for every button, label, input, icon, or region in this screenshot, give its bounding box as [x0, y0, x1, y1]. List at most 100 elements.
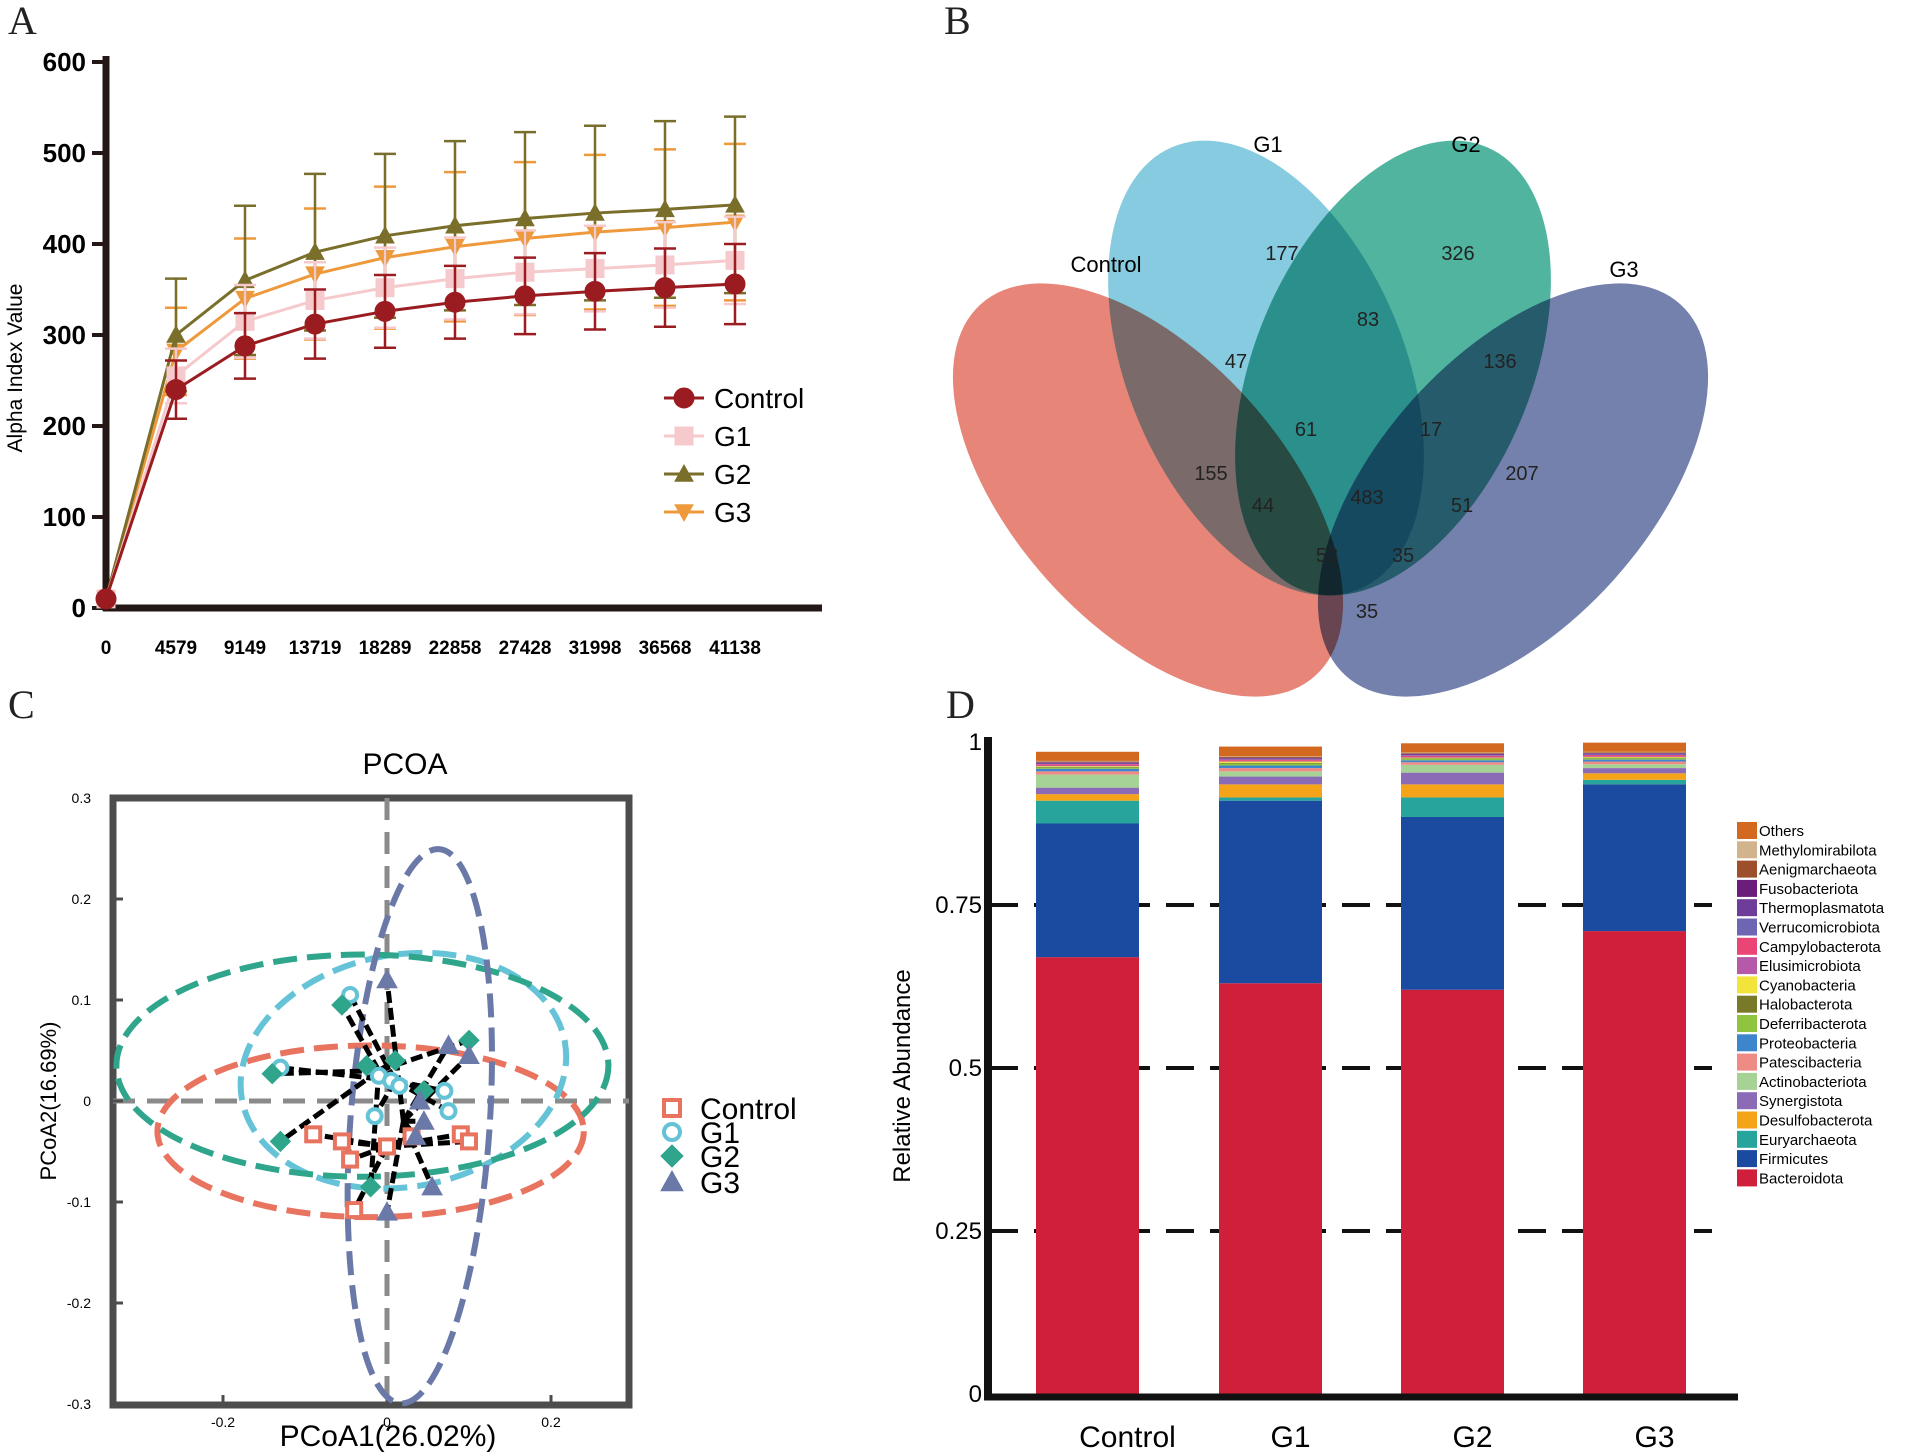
bar-segment-elusimicrobiota: [1583, 756, 1686, 757]
legend-swatch: [1737, 937, 1757, 955]
data-point: [421, 1175, 443, 1196]
data-point: [304, 313, 326, 335]
x-tick-label: Control: [1079, 1421, 1176, 1454]
bar-segment-others: [1219, 746, 1322, 757]
venn-diagram: Control G1 G2 G3 177 326 83 47 136 61 17 155 207 483 4…: [952, 132, 1709, 697]
venn-count: 483: [1350, 487, 1383, 509]
bar-segment-elusimicrobiota: [1219, 760, 1322, 762]
bar-segment-thermoplasmatota: [1583, 753, 1686, 755]
x-tick-label: 0.2: [541, 1414, 561, 1430]
spider-line: [278, 1068, 381, 1144]
data-point: [304, 1125, 323, 1144]
y-axis-title: Alpha Index Value: [4, 284, 27, 453]
legend-item: G3: [660, 1167, 740, 1200]
legend-item: G2: [664, 459, 751, 490]
data-point: [444, 291, 466, 313]
legend-label: G3: [714, 497, 751, 528]
legend-swatch: [1737, 918, 1757, 936]
venn-count: 326: [1441, 243, 1474, 265]
data-point: [95, 588, 117, 610]
spider-line: [384, 1120, 406, 1213]
legend-item: Patescibacteria: [1737, 1053, 1862, 1072]
pcoa-chart: PCOA -0.3 -0.2 -0.1 0 0.1 0.2 0.3 -0.2 0 0.2 PCoA1(…: [36, 748, 797, 1453]
y-tick-label: -0.3: [67, 1396, 91, 1412]
bar-control: [1036, 751, 1139, 1394]
bar-segment-verrucomicrobiota: [1583, 754, 1686, 756]
y-tick-label: 0.5: [949, 1055, 982, 1082]
bar-segment-others: [1583, 742, 1686, 752]
bar-segment-actinobacteriota: [1401, 764, 1504, 773]
y-tick-label: 200: [43, 411, 86, 441]
bar-segment-halobacterota: [1401, 758, 1504, 759]
legend-item: Control: [664, 383, 804, 414]
bar-segment-methylomirabilota: [1036, 760, 1139, 762]
venn-count: 35: [1356, 601, 1378, 623]
bar-segment-others: [1036, 751, 1139, 761]
legend-label: Control: [714, 383, 804, 414]
y-tick-label: 0.75: [935, 892, 982, 919]
data-point: [355, 1054, 378, 1077]
bar-segment-synergistota: [1401, 772, 1504, 785]
bar-segment-thermoplasmatota: [1036, 762, 1139, 764]
data-point: [655, 199, 675, 218]
data-point: [408, 1089, 431, 1110]
legend-item: Halobacterota: [1737, 995, 1853, 1014]
y-tick-label: 1: [969, 729, 982, 756]
legend-marker: [674, 426, 694, 446]
bar-segment-aenigmarchaeota: [1583, 752, 1686, 754]
legend-item: Firmicutes: [1737, 1150, 1828, 1168]
legend-label: Cyanobacteria: [1759, 977, 1856, 994]
panel-label-d: D: [946, 682, 975, 727]
bar-segment-actinobacteriota: [1219, 771, 1322, 777]
bar-segment-methylomirabilota: [1219, 756, 1322, 757]
legend-label: G2: [714, 459, 751, 490]
bar-segment-verrucomicrobiota: [1036, 763, 1139, 765]
bar-segment-bacteroidota: [1401, 989, 1504, 1394]
bar-segment-synergistota: [1219, 776, 1322, 785]
legend-item: G1: [662, 1117, 740, 1150]
venn-set-label: G3: [1609, 257, 1638, 282]
x-tick-label: 13719: [289, 638, 342, 659]
spider-line: [339, 1003, 381, 1072]
data-point: [724, 273, 746, 295]
series-g3: [96, 142, 746, 609]
x-tick-label: 31998: [569, 638, 622, 659]
y-tick-label: 0: [969, 1381, 982, 1408]
venn-count: 61: [1295, 419, 1317, 441]
data-point: [374, 300, 396, 322]
bar-segment-desulfobacterota: [1583, 773, 1686, 780]
bar-segment-cyanobacteria: [1219, 761, 1322, 763]
legend-item: Proteobacteria: [1737, 1034, 1857, 1052]
confidence-ellipse-control: [154, 1042, 587, 1221]
bar-segment-firmicutes: [1401, 816, 1504, 990]
legend-item: Others: [1737, 822, 1804, 840]
data-point: [376, 968, 398, 989]
x-tick-label: 0: [383, 1414, 391, 1430]
legend-marker: [674, 504, 694, 523]
data-point: [331, 994, 353, 1016]
legend-label: Patescibacteria: [1759, 1055, 1862, 1072]
bar-segment-methylomirabilota: [1401, 752, 1504, 754]
legend-item: Fusobacteriota: [1737, 879, 1859, 898]
legend-item: G2: [660, 1141, 740, 1174]
bar-segment-desulfobacterota: [1036, 794, 1139, 801]
data-point: [725, 194, 745, 213]
legend-item: G3: [664, 497, 751, 528]
venn-count: 35: [1392, 545, 1414, 567]
bar-segment-deferribacterota: [1219, 763, 1322, 766]
x-tick-label: 41138: [709, 638, 761, 659]
data-point: [269, 1130, 292, 1153]
spider-line: [272, 1068, 379, 1077]
legend-item: G1: [664, 421, 751, 452]
y-tick-label: 500: [43, 138, 86, 168]
data-point: [439, 1102, 458, 1121]
bar-segment-patescibacteria: [1036, 771, 1139, 775]
data-point: [332, 1132, 351, 1151]
alpha-rarefaction-chart: 0 100 200 300 400 500 600 0 4579 9149 13719 18289 22…: [4, 47, 822, 659]
venn-count: 207: [1505, 463, 1538, 485]
bar-segment-verrucomicrobiota: [1219, 758, 1322, 760]
bar-segment-proteobacteria: [1036, 768, 1139, 772]
bar-segment-thermoplasmatota: [1401, 754, 1504, 756]
legend-label: Verrucomicrobiota: [1759, 920, 1881, 937]
bar-segment-desulfobacterota: [1219, 784, 1322, 798]
